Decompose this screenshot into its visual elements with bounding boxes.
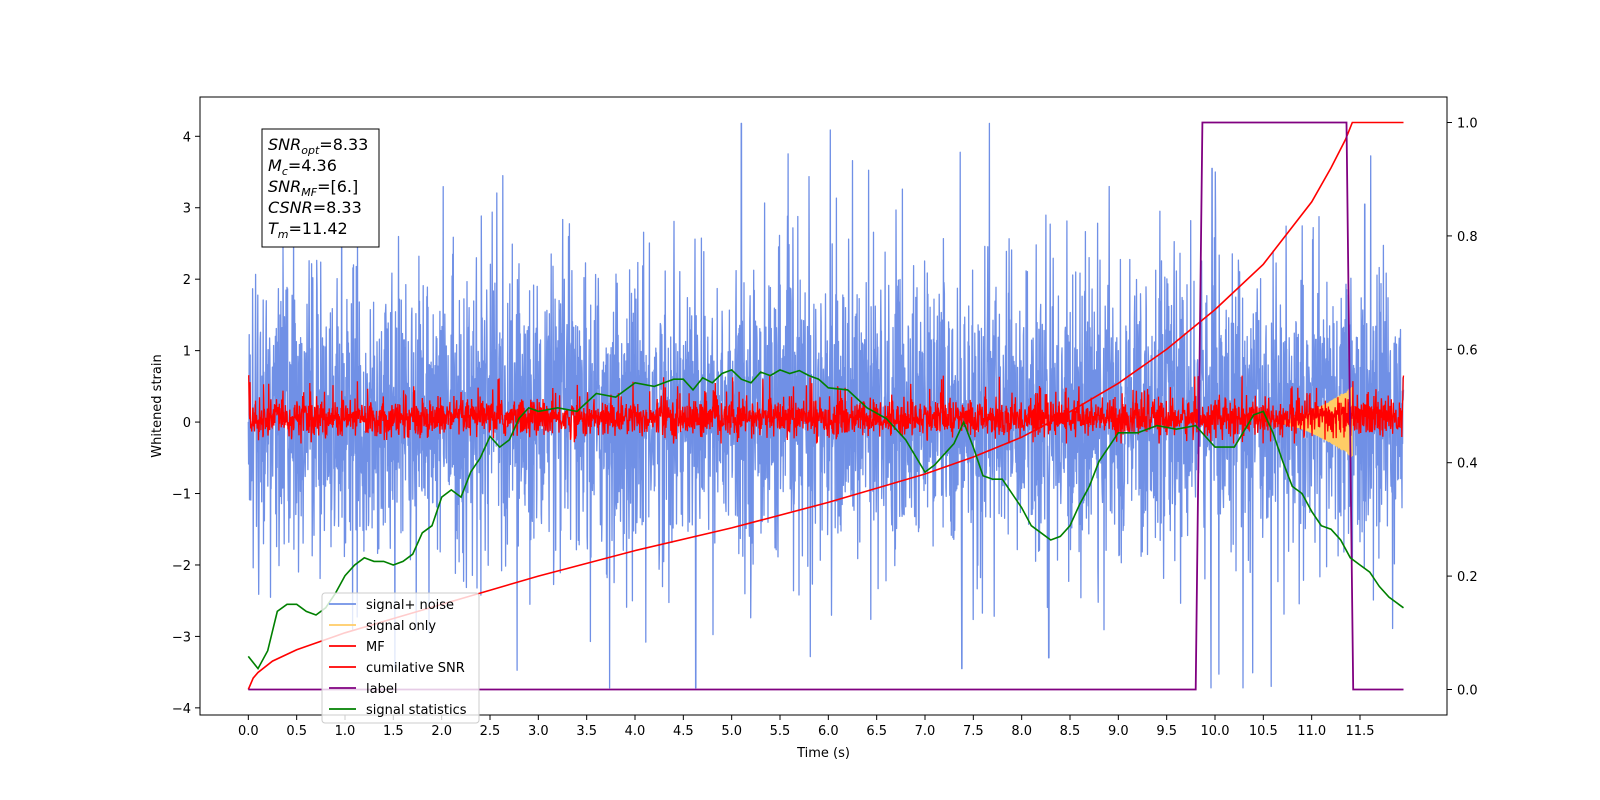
x-tick-label: 5.0 (721, 724, 742, 739)
x-axis: 0.0 0.5 1.0 1.5 2.0 2.5 3.0 3.5 4.0 4.5 5.0 5.5 6.0 6… (238, 715, 1374, 739)
x-tick-label: 1.0 (335, 724, 356, 739)
x-tick-label: 9.5 (1156, 724, 1177, 739)
annotation-symbol: M (268, 156, 282, 175)
y2-tick-label: 0.6 (1457, 343, 1478, 358)
legend-frame (321, 592, 480, 724)
annotation-value: =[6.] (317, 177, 358, 196)
y-tick-label: 4 (183, 130, 191, 145)
series-label (248, 121, 1404, 691)
x-tick-label: 8.5 (1060, 724, 1081, 739)
x-tick-label: 7.0 (915, 724, 936, 739)
y-tick-label: −2 (172, 559, 191, 574)
y2-tick-label: 0.8 (1457, 230, 1478, 245)
stats-annotation-box: SNRopt=8.33Mc=4.36SNRMF=[6.]CSNR=8.33Tm=… (261, 128, 380, 248)
annotation-frame (261, 128, 380, 248)
x-tick-label: 3.0 (528, 724, 549, 739)
annotation-subscript: c (282, 165, 288, 178)
annotation-symbol: SNR (268, 177, 301, 196)
x-tick-label: 10.0 (1201, 724, 1230, 739)
series-cumilative-snr (247, 121, 1404, 690)
y-tick-label: −3 (172, 630, 191, 645)
series-signal-statistics (247, 368, 1404, 671)
x-axis-label: Time (s) (796, 746, 850, 761)
annotation-value: =8.33 (319, 135, 368, 154)
legend-entry-label: signal+ noise (366, 598, 454, 613)
plot-area (247, 121, 1405, 691)
y-tick-label: 2 (183, 273, 191, 288)
legend-entry-label: MF (366, 640, 385, 655)
x-tick-label: 4.0 (625, 724, 646, 739)
annotation-line: SNRopt=8.33 (268, 135, 368, 157)
y-tick-label: 0 (183, 416, 191, 431)
x-tick-label: 11.5 (1346, 724, 1375, 739)
annotation-line: Tm=11.42 (268, 219, 348, 241)
annotation-symbol: CSNR (268, 198, 313, 217)
x-tick-label: 0.0 (238, 724, 259, 739)
annotation-subscript: opt (301, 144, 320, 157)
y2-tick-label: 0.4 (1457, 457, 1478, 472)
annotation-value: =4.36 (288, 156, 337, 175)
annotation-line: CSNR=8.33 (268, 198, 362, 217)
annotation-subscript: m (278, 228, 289, 241)
y-tick-label: −4 (172, 702, 191, 717)
series-mf (248, 374, 1405, 444)
x-tick-label: 0.5 (286, 724, 307, 739)
x-tick-label: 9.0 (1108, 724, 1129, 739)
legend-entry-label: label (366, 682, 397, 697)
annotation-value: =11.42 (289, 219, 348, 238)
y2-tick-label: 0.0 (1457, 683, 1478, 698)
annotation-symbol: T (268, 219, 279, 238)
legend: signal+ noise signal only MF cumilative SNR… (321, 592, 480, 724)
legend-entry-label: signal only (366, 619, 436, 634)
annotation-value: =8.33 (313, 198, 362, 217)
annotation-symbol: SNR (268, 135, 301, 154)
x-tick-label: 6.0 (818, 724, 839, 739)
y-tick-label: 1 (183, 345, 191, 360)
y2-tick-label: 0.2 (1457, 570, 1478, 585)
series-signal-noise (247, 122, 1405, 689)
y-tick-label: 3 (183, 202, 191, 217)
x-tick-label: 11.0 (1297, 724, 1326, 739)
x-tick-label: 2.0 (431, 724, 452, 739)
annotation-line: Mc=4.36 (268, 156, 337, 178)
x-tick-label: 8.0 (1011, 724, 1032, 739)
axes-frame (199, 96, 1448, 716)
y2-tick-label: 1.0 (1457, 117, 1478, 132)
x-tick-label: 5.5 (770, 724, 791, 739)
y-axis-right: 1.0 0.8 0.6 0.4 0.2 0.0 (1447, 117, 1478, 698)
annotation-line: SNRMF=[6.] (268, 177, 358, 199)
y-tick-label: −1 (172, 488, 191, 503)
x-tick-label: 10.5 (1249, 724, 1278, 739)
x-tick-label: 1.5 (383, 724, 404, 739)
x-tick-label: 6.5 (866, 724, 887, 739)
x-tick-label: 7.5 (963, 724, 984, 739)
x-tick-label: 2.5 (480, 724, 501, 739)
y-axis-label: Whitened strain (150, 354, 165, 457)
y-axis-left: 4 3 2 1 0 −1 −2 −3 −4 (172, 130, 200, 717)
x-tick-label: 3.5 (576, 724, 597, 739)
annotation-subscript: MF (301, 186, 317, 199)
x-tick-label: 4.5 (673, 724, 694, 739)
legend-entry-label: signal statistics (366, 703, 467, 718)
legend-entry-label: cumilative SNR (366, 661, 465, 676)
